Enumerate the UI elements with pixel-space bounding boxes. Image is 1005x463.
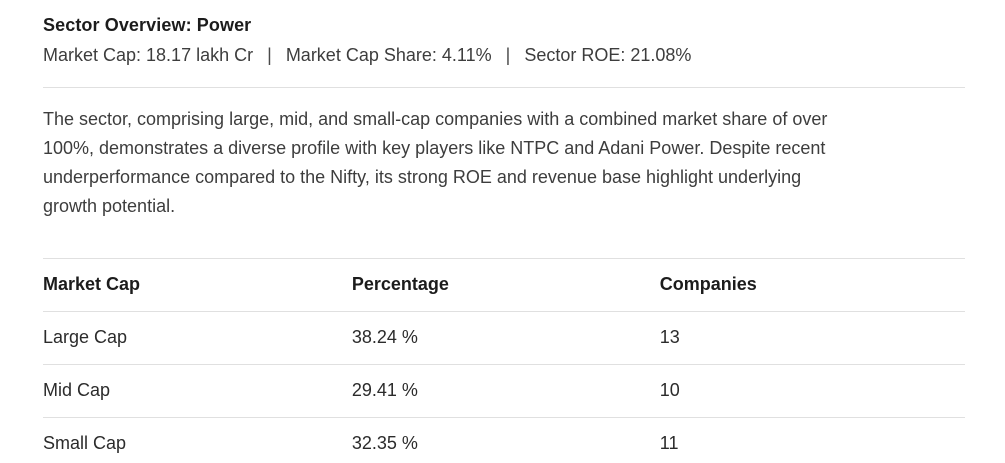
- cell-percentage: 38.24 %: [351, 311, 660, 365]
- cell-percentage: 32.35 %: [351, 433, 418, 453]
- table-header-row: Market Cap Percentage Companies: [43, 258, 965, 312]
- table-row: Small Cap 32.35 % 11: [43, 418, 965, 463]
- cell-companies: 11: [659, 433, 679, 453]
- header-divider: [43, 87, 965, 88]
- sector-meta-line: Market Cap: 18.17 lakh Cr | Market Cap S…: [43, 43, 965, 67]
- page-title: Sector Overview: Power: [43, 15, 252, 35]
- sector-roe-stat: Sector ROE: 21.08%: [524, 45, 692, 65]
- sector-description: The sector, comprising large, mid, and s…: [43, 109, 828, 216]
- cell-market-cap: Mid Cap: [43, 364, 352, 418]
- column-header-percentage: Percentage: [351, 258, 660, 312]
- table-row: Large Cap 38.24 % 13: [43, 311, 965, 365]
- cell-market-cap: Large Cap: [43, 311, 352, 365]
- meta-separator: |: [267, 45, 272, 65]
- market-cap-stat: Market Cap: 18.17 lakh Cr: [43, 45, 254, 65]
- cell-percentage: 29.41 %: [351, 364, 660, 418]
- cell-companies: 13: [659, 311, 965, 365]
- meta-separator: |: [505, 45, 511, 65]
- cell-companies: 10: [659, 364, 965, 418]
- cell-market-cap: Small Cap: [43, 433, 127, 453]
- column-header-companies: Companies: [659, 258, 965, 312]
- market-cap-table: Market Cap Percentage Companies Large Ca…: [43, 258, 965, 463]
- sector-header: Sector Overview: Power Market Cap: 18.17…: [43, 14, 965, 67]
- table-row: Mid Cap 29.41 % 10: [43, 364, 965, 418]
- market-cap-share-stat: Market Cap Share: 4.11%: [285, 45, 492, 65]
- column-header-market-cap: Market Cap: [43, 258, 352, 312]
